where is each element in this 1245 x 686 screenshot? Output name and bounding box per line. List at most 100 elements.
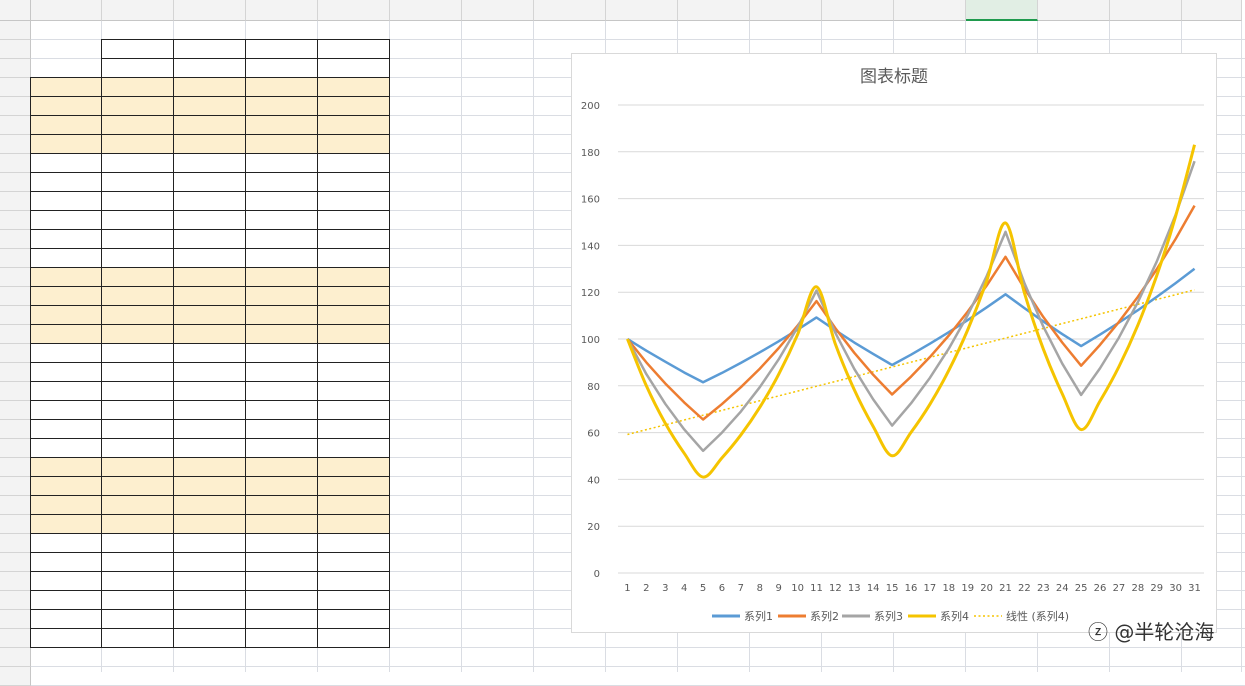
cell[interactable] [174,401,246,420]
cell[interactable] [174,230,246,249]
cell[interactable] [318,515,390,534]
row-header[interactable] [0,648,31,667]
row-header[interactable] [0,287,31,306]
cell[interactable] [31,173,102,192]
cell[interactable] [174,211,246,230]
cell[interactable] [318,496,390,515]
row-header[interactable] [0,382,31,401]
cell[interactable] [246,553,318,572]
row-header[interactable] [0,458,31,477]
row-header[interactable] [0,420,31,439]
cell[interactable] [174,553,246,572]
row-header[interactable] [0,154,31,173]
column-header-k[interactable] [750,0,822,21]
cell[interactable] [31,249,102,268]
cell[interactable] [31,363,102,382]
row-header[interactable] [0,40,31,59]
cell[interactable] [246,344,318,363]
cell[interactable] [174,629,246,648]
cell[interactable] [31,116,102,135]
cell[interactable] [246,515,318,534]
cell[interactable] [102,306,174,325]
cell[interactable] [246,249,318,268]
cell[interactable] [246,97,318,116]
cell[interactable] [246,572,318,591]
cell[interactable] [31,268,102,287]
cell[interactable] [31,306,102,325]
cell[interactable] [246,306,318,325]
cell[interactable] [102,40,174,59]
cell[interactable] [102,268,174,287]
cell[interactable] [31,344,102,363]
cell[interactable] [31,78,102,97]
cell[interactable] [318,173,390,192]
row-header[interactable] [0,21,31,40]
column-header-o[interactable] [1038,0,1110,21]
cell[interactable] [318,249,390,268]
cell[interactable] [174,420,246,439]
cell[interactable] [31,230,102,249]
cell[interactable] [318,211,390,230]
cell[interactable] [31,553,102,572]
cell[interactable] [246,192,318,211]
cell[interactable] [174,192,246,211]
cell[interactable] [102,458,174,477]
cell[interactable] [174,458,246,477]
cell[interactable] [318,306,390,325]
cell[interactable] [246,173,318,192]
row-header[interactable] [0,667,31,686]
cell[interactable] [174,591,246,610]
cell[interactable] [174,135,246,154]
cell[interactable] [246,458,318,477]
cell[interactable] [174,287,246,306]
column-header-l[interactable] [822,0,894,21]
column-header-p[interactable] [1110,0,1182,21]
cell[interactable] [102,78,174,97]
cell[interactable] [174,325,246,344]
cell[interactable] [102,420,174,439]
cell[interactable] [246,496,318,515]
cell[interactable] [31,458,102,477]
row-header[interactable] [0,515,31,534]
cell[interactable] [318,325,390,344]
cell[interactable] [318,192,390,211]
row-header[interactable] [0,496,31,515]
cell[interactable] [31,211,102,230]
cell[interactable] [102,553,174,572]
cell[interactable] [31,439,102,458]
cell[interactable] [318,534,390,553]
cell[interactable] [318,591,390,610]
cell[interactable] [174,59,246,78]
cell[interactable] [246,591,318,610]
cell[interactable] [318,382,390,401]
cell[interactable] [246,287,318,306]
cell[interactable] [174,477,246,496]
row-header[interactable] [0,192,31,211]
row-header[interactable] [0,629,31,648]
cell[interactable] [102,325,174,344]
cell[interactable] [31,534,102,553]
row-header[interactable] [0,534,31,553]
column-header-i[interactable] [606,0,678,21]
cell[interactable] [318,572,390,591]
row-header[interactable] [0,553,31,572]
cell[interactable] [318,230,390,249]
cell[interactable] [31,420,102,439]
cell[interactable] [174,154,246,173]
cell[interactable] [31,287,102,306]
cell[interactable] [318,116,390,135]
column-header-q[interactable] [1182,0,1242,21]
cell[interactable] [174,116,246,135]
cell[interactable] [102,211,174,230]
cell[interactable] [31,135,102,154]
cell[interactable] [318,610,390,629]
cell[interactable] [246,439,318,458]
cell[interactable] [31,477,102,496]
cell[interactable] [102,97,174,116]
cell[interactable] [102,230,174,249]
cell[interactable] [102,572,174,591]
cell[interactable] [318,344,390,363]
cell[interactable] [102,401,174,420]
column-header-j[interactable] [678,0,750,21]
cell[interactable] [174,382,246,401]
